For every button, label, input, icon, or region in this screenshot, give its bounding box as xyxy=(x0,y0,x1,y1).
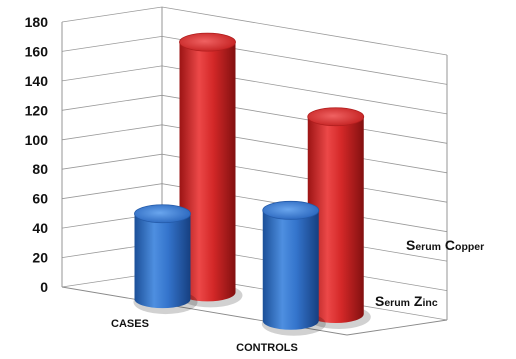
gridline-2 xyxy=(61,212,448,262)
bar-top xyxy=(262,200,320,220)
chart-axes xyxy=(61,7,448,336)
gridline-3 xyxy=(61,183,448,233)
y-tick-label: 80 xyxy=(32,161,48,177)
y-tick-label: 20 xyxy=(32,250,48,266)
bar-serum-copper-cases xyxy=(178,32,243,308)
y-tick-label: 180 xyxy=(25,14,49,30)
bar-serum-zinc-controls xyxy=(261,200,326,336)
bar-body xyxy=(179,42,236,302)
bar-body xyxy=(262,210,319,330)
chart-grid xyxy=(61,6,448,321)
bar-serum-copper-controls xyxy=(306,107,371,329)
y-tick-label: 60 xyxy=(32,191,48,207)
bar-top xyxy=(179,32,236,52)
y-tick-label: 140 xyxy=(25,73,49,89)
gridline-9 xyxy=(61,6,448,56)
gridline-8 xyxy=(61,35,448,85)
y-tick-label: 40 xyxy=(32,220,48,236)
y-tick-label: 120 xyxy=(25,102,49,118)
chart-labels: 0 20 40 60 80 100 120 140 160 180 CASES CONTROLS Ser… xyxy=(25,14,485,354)
gridline-1 xyxy=(61,242,448,291)
bar-body xyxy=(307,116,364,323)
gridline-0 xyxy=(61,271,448,321)
gridline-5 xyxy=(61,124,448,174)
y-tick-label: 160 xyxy=(25,43,49,59)
bar-top xyxy=(307,107,365,127)
category-label-controls: CONTROLS xyxy=(236,342,298,354)
bar-body xyxy=(134,213,191,309)
bar-top xyxy=(134,204,191,224)
bar-serum-zinc-cases xyxy=(133,204,198,315)
series-label-serum-copper: Serum Copper xyxy=(406,237,484,253)
series-label-serum-zinc: Serum Zinc xyxy=(375,293,438,309)
y-tick-label: 100 xyxy=(25,132,49,148)
chart-bars xyxy=(133,32,371,336)
y-tick-label: 0 xyxy=(40,279,48,295)
gridline-6 xyxy=(61,94,448,144)
gridline-7 xyxy=(61,65,448,115)
axis-edge-4 xyxy=(346,319,448,336)
category-label-cases: CASES xyxy=(111,318,149,330)
gridline-4 xyxy=(61,153,448,203)
